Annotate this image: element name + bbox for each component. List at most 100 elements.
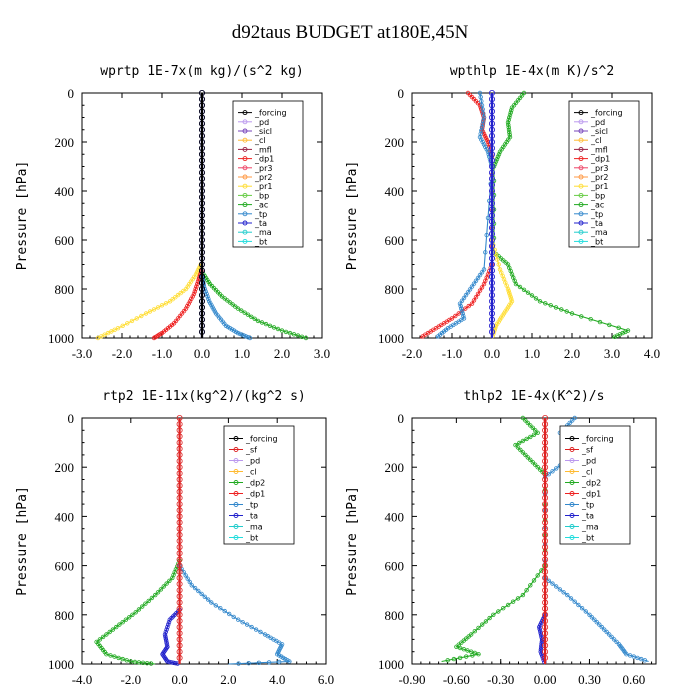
data-point (478, 94, 483, 100)
data-point (176, 630, 183, 637)
data-point (496, 152, 502, 157)
data-point (538, 647, 544, 652)
data-point (199, 591, 204, 597)
data-point (488, 200, 495, 207)
data-point (479, 270, 485, 275)
legend-entry: _mfl (590, 145, 608, 154)
data-point (477, 90, 483, 96)
data-point (193, 286, 198, 292)
data-point (486, 152, 491, 157)
series-line-tp (179, 565, 292, 665)
legend: _forcing_pd_sicl_cl_mfl_dp1_pr3_pr2_pr1_… (568, 100, 640, 248)
y-tick-label: 400 (385, 184, 405, 199)
data-point (147, 309, 153, 314)
legend-marker (569, 502, 575, 507)
data-point (198, 157, 205, 164)
x-tick-label: -1.0 (442, 346, 463, 361)
data-point (457, 301, 463, 306)
series-markers-ta (160, 607, 182, 666)
data-point (542, 568, 549, 575)
data-point (120, 656, 125, 662)
data-point (488, 169, 495, 176)
data-point (194, 281, 200, 287)
data-point (507, 129, 512, 135)
legend-marker (233, 480, 239, 485)
data-point (176, 451, 183, 458)
data-point (176, 531, 183, 538)
data-point (614, 639, 619, 645)
data-point (631, 654, 636, 659)
data-point (528, 423, 533, 428)
data-point (198, 292, 205, 299)
data-point (602, 627, 607, 632)
data-point (488, 285, 495, 292)
data-point (542, 556, 549, 563)
y-tick-label: 1000 (378, 657, 404, 672)
data-point (277, 659, 282, 665)
data-point (258, 629, 263, 635)
data-point (457, 645, 463, 651)
data-point (176, 648, 183, 655)
data-point (520, 450, 526, 455)
legend-marker (242, 137, 248, 143)
data-point (509, 107, 514, 113)
data-point (515, 445, 521, 450)
data-point (542, 611, 549, 618)
data-point (198, 138, 205, 145)
data-point (521, 287, 527, 292)
data-point (488, 218, 495, 225)
legend-marker (242, 220, 248, 226)
data-point (505, 120, 511, 125)
data-point (240, 620, 245, 625)
series-markers-sf (176, 414, 183, 661)
data-point (488, 304, 495, 311)
data-point (461, 295, 467, 301)
data-point (542, 581, 549, 588)
data-point (615, 333, 620, 338)
data-point (109, 329, 114, 334)
data-point (259, 320, 265, 325)
data-point (176, 439, 183, 446)
legend-entry: _ma (590, 228, 608, 237)
data-point (226, 611, 232, 617)
data-point (167, 299, 173, 304)
data-point (198, 249, 205, 256)
legend-entry: _cl (590, 136, 602, 145)
y-tick-label: 200 (55, 135, 75, 150)
data-point (198, 181, 205, 188)
data-point (176, 464, 183, 471)
data-point (473, 278, 479, 283)
x-tick-label: -0.30 (487, 672, 514, 687)
legend-entry: _bt (254, 237, 267, 246)
data-point (572, 599, 577, 604)
legend-marker (578, 183, 584, 189)
legend-entry: _dp1 (245, 490, 265, 499)
data-point (459, 298, 465, 303)
data-point (198, 212, 205, 219)
data-point (183, 573, 188, 578)
data-point (202, 594, 207, 599)
data-point (198, 187, 205, 194)
x-tick-label: -0.60 (443, 672, 470, 687)
data-point (128, 659, 133, 664)
data-point (253, 627, 259, 632)
data-point (198, 267, 205, 274)
data-point (483, 250, 488, 255)
series-markers-ac (201, 271, 309, 341)
data-point (491, 612, 496, 617)
data-point (146, 598, 151, 604)
y-tick-label: 800 (385, 608, 405, 623)
data-point (198, 304, 205, 311)
series-markers-forcing (198, 90, 205, 335)
data-point (198, 90, 205, 97)
legend-entry: _ac (254, 201, 268, 210)
data-point (192, 585, 198, 591)
data-point (488, 157, 495, 164)
panel-title: wprtp 1E-7x(m kg)/(s^2 kg) (100, 64, 304, 79)
data-point (246, 661, 251, 666)
data-point (542, 439, 549, 446)
x-tick-label: 4.0 (269, 672, 285, 687)
data-point (604, 629, 609, 635)
data-point (538, 622, 543, 628)
data-point (108, 653, 113, 658)
